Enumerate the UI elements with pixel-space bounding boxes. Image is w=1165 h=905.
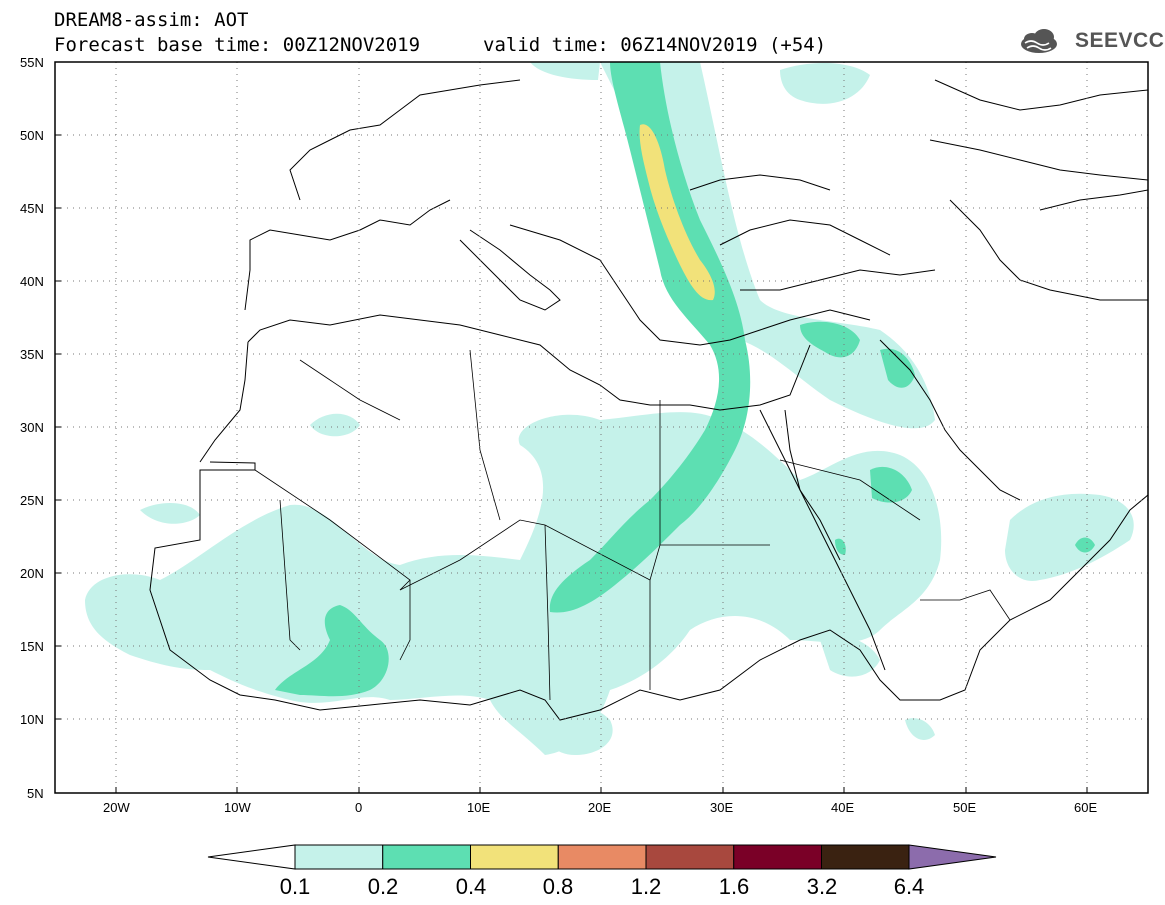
colorbar-label: 0.4 <box>455 874 487 899</box>
colorbar-bin <box>645 844 735 870</box>
aot-level-0.1 <box>85 62 1134 755</box>
lat-label: 40N <box>20 274 44 289</box>
map-title: DREAM8-assim: AOT <box>54 9 249 31</box>
colorbar-bin <box>294 844 384 870</box>
lat-label: 5N <box>27 786 44 801</box>
colorbar-label: 0.1 <box>279 874 311 899</box>
colorbar-label: 0.2 <box>367 874 399 899</box>
lat-label: 35N <box>20 347 44 362</box>
lon-label: 20E <box>588 800 612 815</box>
tick-marks <box>55 61 1088 793</box>
colorbar-bin <box>382 844 471 870</box>
colorbar-bin <box>733 844 822 870</box>
colorbar-label: 1.6 <box>718 874 750 899</box>
lon-label: 50E <box>953 800 977 815</box>
lon-label: 30E <box>710 800 734 815</box>
coastlines <box>149 79 1148 721</box>
aot-level-0.4 <box>639 124 715 301</box>
colorbar-bin <box>821 844 910 870</box>
forecast-base-time: Forecast base time: 00Z12NOV2019 <box>54 34 421 56</box>
lon-label: 60E <box>1074 800 1098 815</box>
graticule <box>55 62 1148 793</box>
lat-label: 50N <box>20 128 44 143</box>
colorbar-label: 1.2 <box>630 874 662 899</box>
colorbar-label: 0.8 <box>542 874 574 899</box>
valid-time: valid time: 06Z14NOV2019 (+54) <box>483 34 827 56</box>
lon-label: 40E <box>831 800 855 815</box>
country-borders <box>254 349 1011 701</box>
colorbar <box>207 844 997 870</box>
aot-field <box>85 62 1134 755</box>
colorbar-label: 6.4 <box>893 874 925 899</box>
colorbar-bin <box>470 844 559 870</box>
lat-label: 25N <box>20 493 44 508</box>
colorbar-label: 3.2 <box>806 874 838 899</box>
lat-label: 15N <box>20 639 44 654</box>
lon-label: 10W <box>224 800 251 815</box>
lat-label: 55N <box>20 55 44 70</box>
colorbar-low-arrow <box>207 844 296 870</box>
lat-label: 10N <box>20 712 44 727</box>
aot-level-0.2 <box>275 62 1095 697</box>
lat-label: 20N <box>20 566 44 581</box>
cloud-icon <box>1021 29 1057 53</box>
lat-label: 30N <box>20 420 44 435</box>
colorbar-bin <box>557 844 647 870</box>
lat-label: 45N <box>20 201 44 216</box>
lon-label: 0 <box>355 800 363 815</box>
lon-label: 10E <box>467 800 491 815</box>
logo-text: SEEVCCC <box>1075 29 1165 52</box>
colorbar-high-arrow <box>908 844 997 870</box>
lon-label: 20W <box>103 800 130 815</box>
